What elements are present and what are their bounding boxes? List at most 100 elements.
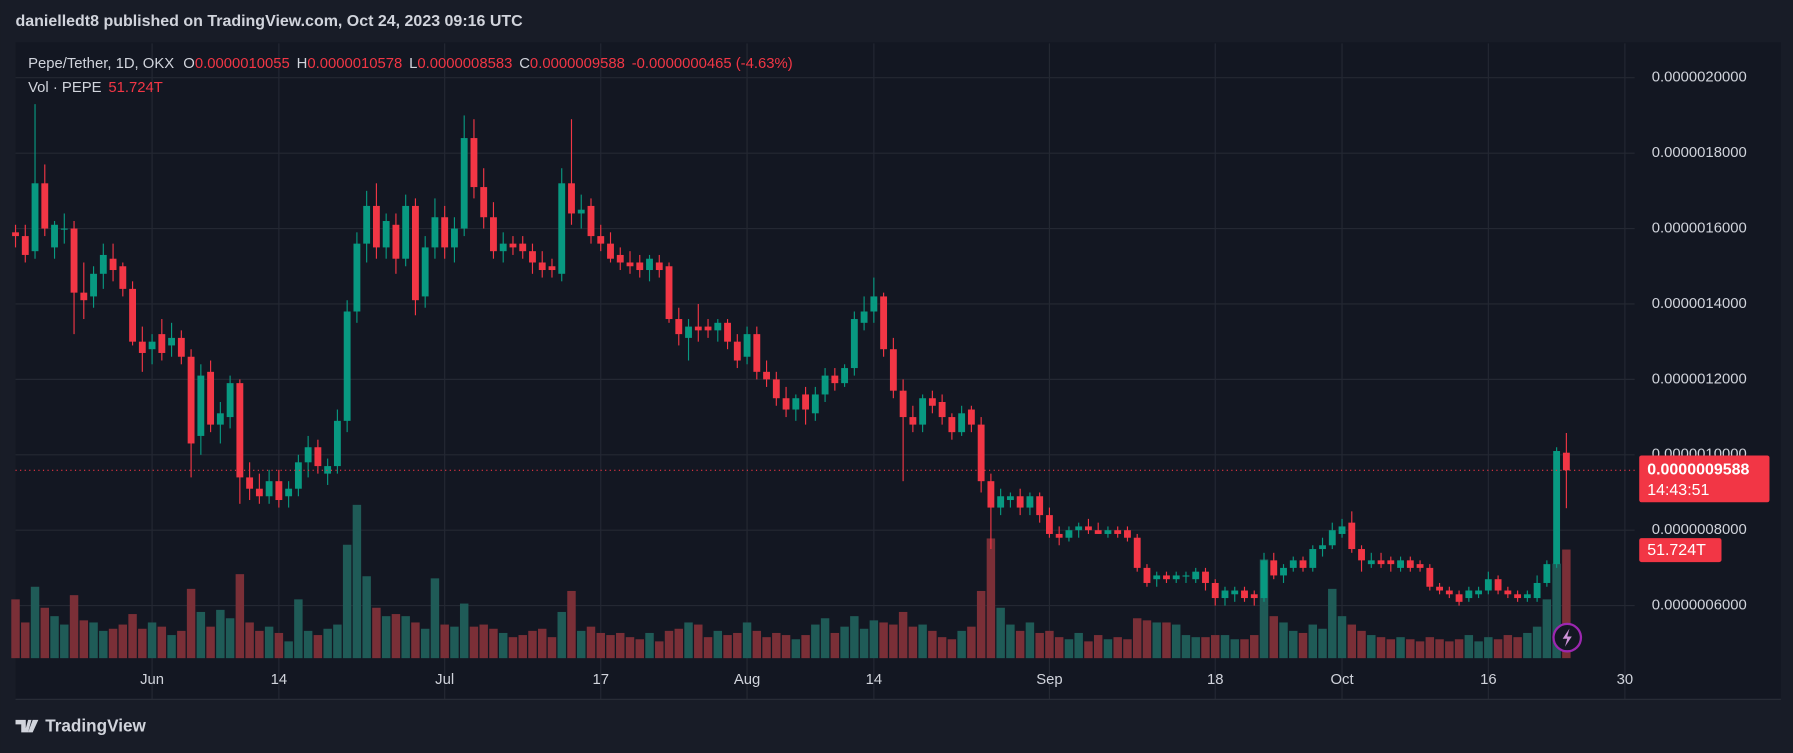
volume-bar <box>937 637 947 659</box>
volume-bar <box>206 626 215 659</box>
volume-bar <box>655 641 664 659</box>
x-tick-label: Oct <box>1330 672 1354 688</box>
x-tick-label: 17 <box>592 672 609 688</box>
volume-bar <box>50 616 59 659</box>
candle-body <box>1436 586 1443 591</box>
volume-bar <box>518 635 527 659</box>
volume-bar <box>1279 622 1288 659</box>
candle-body <box>724 322 731 342</box>
volume-bar <box>1123 639 1132 659</box>
candle-body <box>519 243 527 252</box>
candle-body <box>909 417 917 425</box>
volume-bar <box>1201 637 1210 659</box>
volume-bar <box>1171 624 1181 659</box>
volume-bar <box>1532 626 1542 659</box>
candle-body <box>275 481 283 501</box>
volume-bar <box>586 626 596 659</box>
ohlc-value: 0.0000008583 <box>417 56 512 72</box>
candle-body <box>1475 590 1483 595</box>
volume-bar <box>869 620 879 659</box>
volume-bar <box>811 624 820 659</box>
candle-body <box>1387 560 1395 565</box>
volume-bar <box>479 624 488 659</box>
candle-body <box>577 209 585 214</box>
volume-bar <box>1250 635 1259 659</box>
candle-body <box>1133 537 1141 568</box>
candle-body <box>1358 549 1365 561</box>
candle-body <box>1143 567 1151 583</box>
candle-body <box>831 375 839 384</box>
candle-body <box>60 228 68 230</box>
volume-bar <box>898 611 908 659</box>
volume-bar <box>1435 639 1444 659</box>
candle-body <box>99 254 107 274</box>
candle-body <box>646 258 653 271</box>
volume-bar <box>1132 618 1142 659</box>
candle-body <box>1465 590 1473 599</box>
candle-body <box>392 224 400 259</box>
candle-body <box>294 462 302 489</box>
volume-bar <box>352 504 362 659</box>
volume-bar <box>303 630 313 659</box>
volume-bar <box>577 630 586 659</box>
candle-body <box>216 413 224 425</box>
volume-bar <box>694 624 703 659</box>
candle-body <box>714 322 722 331</box>
candle-body <box>1328 530 1336 546</box>
candle-body <box>860 311 868 323</box>
volume-bar <box>138 628 147 659</box>
volume-bar <box>947 639 957 659</box>
volume-bar <box>450 626 459 659</box>
volume-bar <box>781 635 791 659</box>
x-tick-label: 14 <box>271 672 288 688</box>
ohlc-value: 0.0000010578 <box>307 56 402 72</box>
volume-bar <box>391 614 401 659</box>
volume-bar <box>1035 632 1044 659</box>
volume-bar <box>1376 637 1386 659</box>
candle-body <box>509 243 517 248</box>
volume-bar <box>1211 635 1220 659</box>
volume-bar <box>118 624 128 659</box>
change: -0.0000000465 (-4.63%) <box>632 56 793 72</box>
volume-layer <box>11 504 1571 659</box>
volume-bar <box>703 637 713 659</box>
volume-bar <box>557 611 566 659</box>
candle-body <box>753 334 761 372</box>
volume-bar <box>79 620 89 659</box>
candle-body <box>236 383 244 478</box>
volume-bar <box>108 628 118 659</box>
volume-bar <box>1484 637 1493 659</box>
volume-bar <box>1259 559 1269 659</box>
candle-body <box>21 236 29 255</box>
volume-value: 51.724T <box>108 80 162 96</box>
candle-body <box>1523 594 1531 599</box>
candle-body <box>324 466 332 474</box>
volume-bar <box>537 628 547 659</box>
volume-bar <box>596 632 605 659</box>
candle-body <box>421 247 429 297</box>
volume-bar <box>1084 641 1093 659</box>
candle-body <box>1280 567 1287 576</box>
candle-body <box>129 288 136 342</box>
candle-body <box>314 447 322 467</box>
x-tick-label: 16 <box>1480 672 1497 688</box>
candle-body <box>90 273 97 297</box>
candle-body <box>1104 530 1112 534</box>
candle-body <box>928 398 936 406</box>
volume-bar <box>1454 639 1464 659</box>
volume-bar <box>859 628 869 659</box>
candle-body <box>70 228 78 293</box>
legend-line: Pepe/Tether, 1D, OKX O0.0000010055 H0.0000… <box>28 56 793 72</box>
candle-body <box>1426 567 1434 587</box>
volume-bar <box>772 632 781 659</box>
volume-bar <box>1269 616 1278 659</box>
volume-bar <box>791 639 801 659</box>
lightning-icon <box>1552 622 1583 653</box>
candle-body <box>1221 590 1229 599</box>
volume-bar <box>840 626 849 659</box>
candle-body <box>1045 515 1053 534</box>
volume-bar <box>1045 630 1054 659</box>
volume-legend: Vol · PEPE 51.724T <box>28 80 163 96</box>
volume-box <box>1639 538 1722 563</box>
volume-bar <box>1523 632 1532 659</box>
